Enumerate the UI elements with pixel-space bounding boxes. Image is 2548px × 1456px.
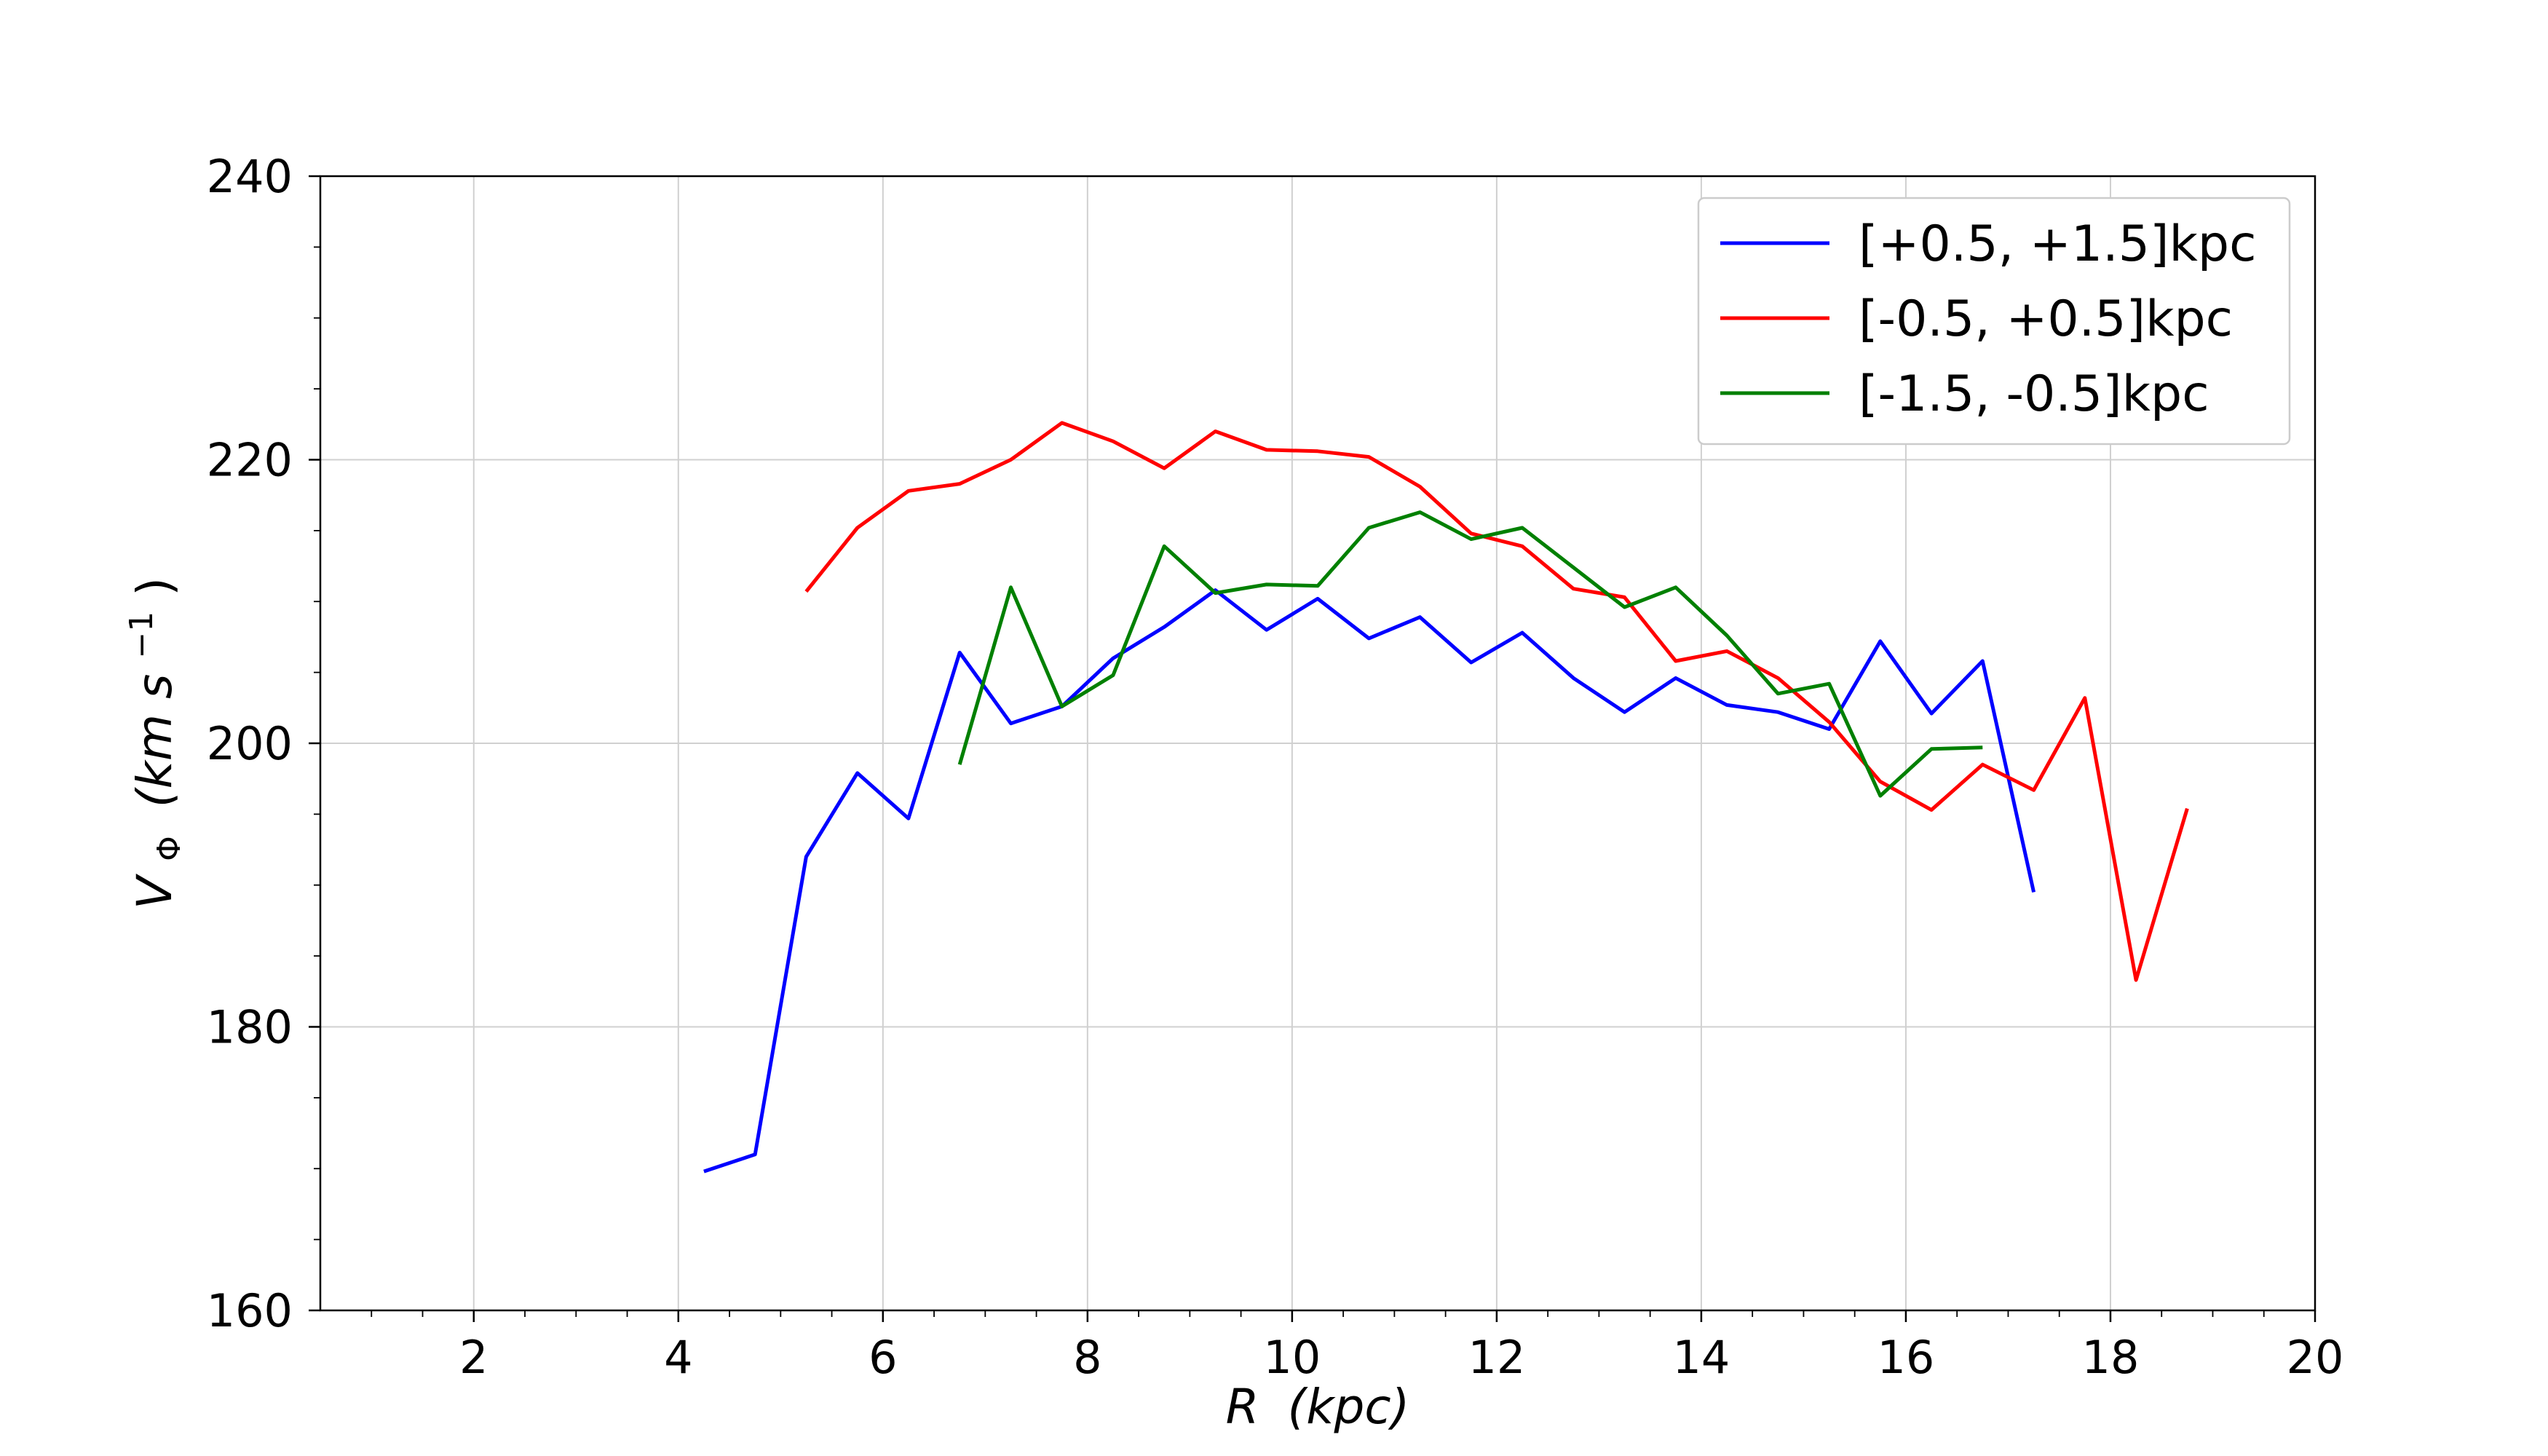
legend: [+0.5, +1.5]kpc [-0.5, +0.5]kpc [-1.5, -0.… bbox=[1697, 197, 2291, 446]
series-line-3 bbox=[957, 510, 1983, 798]
x-axis-label: R (kpc) bbox=[1226, 1379, 1410, 1435]
x-tick-label: 2 bbox=[459, 1331, 488, 1384]
legend-label-2: [-0.5, +0.5]kpc bbox=[1859, 290, 2233, 348]
series-line-1 bbox=[703, 588, 2036, 1174]
y-tick-label: 240 bbox=[207, 150, 293, 203]
grid bbox=[320, 176, 2315, 1310]
x-tick-label: 8 bbox=[1073, 1331, 1101, 1384]
legend-entries: [+0.5, +1.5]kpc [-0.5, +0.5]kpc [-1.5, -0.… bbox=[1720, 215, 2256, 423]
axis-ticks bbox=[309, 175, 2316, 1322]
x-tick-label: 6 bbox=[869, 1331, 897, 1384]
tick-labels: 2 4 6 8 10 12 14 16 18 20 160 180 200 220 240 bbox=[207, 150, 2344, 1384]
y-tick-label: 200 bbox=[207, 717, 293, 770]
y-axis-label: V Φ (km s −1 ) bbox=[108, 577, 191, 909]
plot-frame bbox=[319, 175, 2316, 1312]
legend-label-3: [-1.5, -0.5]kpc bbox=[1859, 365, 2209, 423]
series-lines bbox=[703, 421, 2189, 1174]
y-tick-label: 160 bbox=[207, 1284, 293, 1337]
y-tick-label: 180 bbox=[207, 1001, 293, 1054]
x-tick-label: 20 bbox=[2287, 1331, 2344, 1384]
y-tick-label: 220 bbox=[207, 434, 293, 487]
x-tick-label: 10 bbox=[1263, 1331, 1321, 1384]
legend-label-1: [+0.5, +1.5]kpc bbox=[1859, 215, 2256, 273]
x-tick-label: 16 bbox=[1877, 1331, 1934, 1384]
legend-box bbox=[1697, 197, 2291, 446]
series-line-2 bbox=[804, 421, 2189, 982]
x-tick-label: 18 bbox=[2082, 1331, 2140, 1384]
x-tick-label: 14 bbox=[1672, 1331, 1730, 1384]
x-tick-label: 4 bbox=[664, 1331, 692, 1384]
x-tick-label: 12 bbox=[1468, 1331, 1525, 1384]
